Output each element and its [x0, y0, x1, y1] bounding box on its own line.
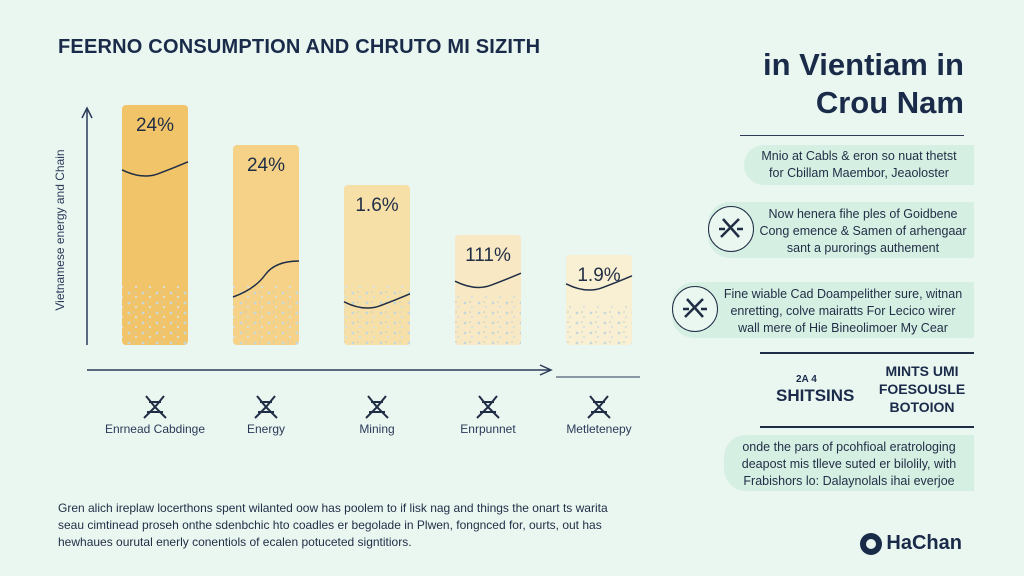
category-label: Metletenepy — [544, 392, 654, 436]
highlight-stat-big: SHITSINS — [776, 386, 855, 405]
highlight-caption-line: BOTOION — [889, 399, 955, 415]
side-title-line: in Vientiam in — [763, 47, 964, 82]
card-text: deapost mis tlleve suted er bilolily, wi… — [741, 457, 957, 471]
category-text: Enrnead Cabdinge — [104, 422, 206, 436]
data-label: 1.9% — [577, 265, 620, 286]
info-card-1: Mnio at Cabls & eron so nuat thetst for … — [744, 145, 974, 185]
data-label: 24% — [136, 115, 174, 136]
category-label: Enrpunnet — [433, 392, 543, 436]
y-axis-arrow — [81, 106, 93, 119]
card-text: Now henera fihe ples of Goidbene — [768, 207, 958, 221]
card-text: wall mere of Hie Bineolimoer My Cear — [738, 321, 948, 335]
card-text: sant a purorings authement — [786, 241, 940, 255]
bar-wave-line — [121, 161, 189, 177]
highlight-caption: MINTS UMI FOESOUSLE BOTOION — [872, 362, 972, 416]
highlight-caption-line: MINTS UMI — [885, 363, 959, 379]
category-label: Energy — [211, 392, 321, 436]
side-title: in Vientiam in Crou Nam — [763, 46, 964, 122]
tower-icon — [544, 392, 654, 422]
data-label: 111% — [465, 245, 511, 266]
card-text: onde the pars of pcohfioal eratrologing — [742, 440, 956, 454]
info-card-2: Now henera fihe ples of Goidbene Cong em… — [708, 202, 974, 258]
tools-icon — [672, 286, 718, 332]
y-axis-label: Vietnamese energy and Chain — [53, 149, 67, 311]
category-text: Enrpunnet — [460, 422, 516, 436]
card-text: Mnio at Cabls & eron so nuat thetst — [761, 149, 957, 163]
divider — [740, 135, 964, 136]
bar-wave-line — [565, 275, 633, 291]
highlight-stat-small: 2A 4 — [796, 374, 817, 385]
bar-texture — [122, 285, 188, 345]
category-text: Energy — [246, 422, 286, 436]
bar-texture — [455, 295, 521, 345]
footer-line: Gren alich ireplaw locerthons spent wila… — [58, 501, 608, 515]
card-text: Cong emence & Samen of arhengaar — [759, 224, 967, 238]
tower-icon — [433, 392, 543, 422]
brand: HaChan — [860, 532, 962, 555]
bar-wave-line — [343, 293, 411, 309]
category-label: Enrnead Cabdinge — [100, 392, 210, 436]
bar-texture — [566, 304, 632, 345]
brand-name: HaChan — [886, 532, 962, 554]
tools-icon — [708, 206, 754, 252]
bar-texture — [233, 285, 299, 345]
x-axis-arrow — [539, 364, 553, 376]
category-label: Mining — [322, 392, 432, 436]
footer-line: hewhaues ourutal enerly conentiols of ec… — [58, 535, 412, 549]
info-card-4: onde the pars of pcohfioal eratrologing … — [724, 435, 974, 491]
card-text: for Cbillam Maembor, Jeaoloster — [769, 166, 949, 180]
bar-wave-line — [232, 260, 300, 298]
data-label: 1.6% — [355, 195, 398, 216]
card-text: Fine wiable Cad Doampelither sure, witna… — [723, 287, 963, 301]
category-text: Mining — [359, 422, 395, 436]
card-text: Frabishors lo: Dalaynolals ihai everjoe — [743, 474, 955, 488]
footer-line: seau cimtinead proseh onthe sdenbchic ht… — [58, 518, 602, 532]
info-card-3: Fine wiable Cad Doampelither sure, witna… — [672, 282, 974, 338]
brand-logo-icon — [860, 532, 883, 555]
chart-title: FEERNO CONSUMPTION AND CHRUTO MI SIZITH — [58, 36, 541, 58]
category-text: Metletenepy — [566, 422, 632, 436]
data-label: 24% — [247, 155, 285, 176]
tower-icon — [211, 392, 321, 422]
tower-icon — [100, 392, 210, 422]
highlight-caption-line: FOESOUSLE — [878, 381, 966, 397]
bar-texture — [344, 285, 410, 345]
divider — [760, 426, 974, 428]
side-title-line: Crou Nam — [815, 85, 964, 120]
bar-wave-line — [454, 272, 522, 289]
footer-text: Gren alich ireplaw locerthons spent wila… — [58, 500, 658, 551]
tower-icon — [322, 392, 432, 422]
divider — [760, 352, 974, 354]
card-text: enretting, colve mairatts For Lecico wir… — [730, 304, 956, 318]
